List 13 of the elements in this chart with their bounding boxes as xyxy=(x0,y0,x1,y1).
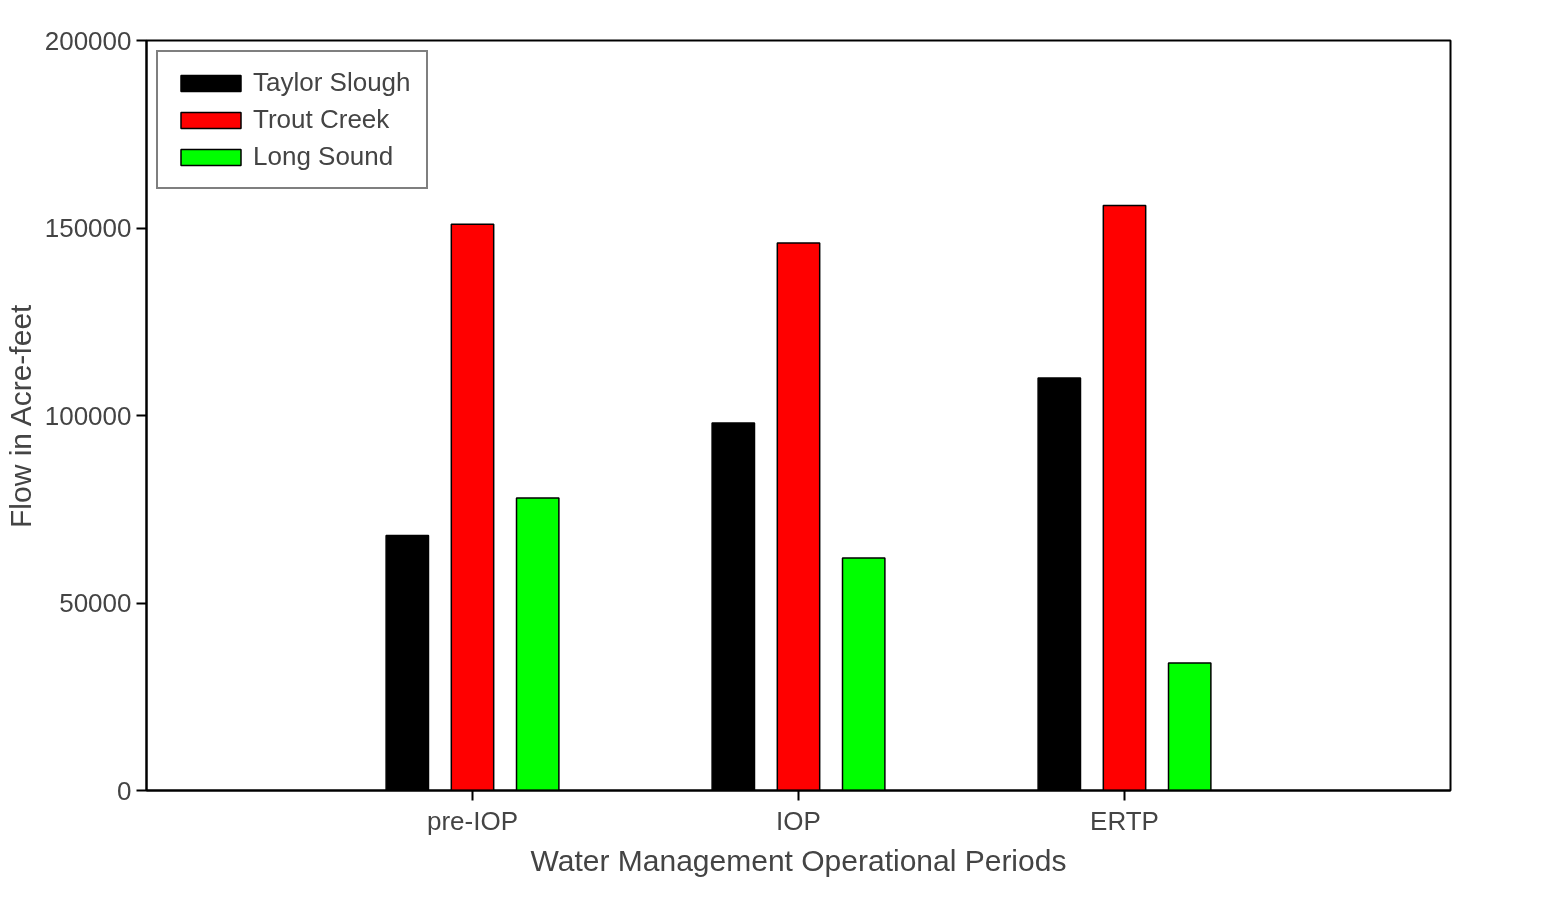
x-tick-label: pre-IOP xyxy=(426,805,519,836)
legend-label: Long Sound xyxy=(253,141,394,172)
x-tick-label: ERTP xyxy=(1090,805,1159,836)
x-axis-title: Water Management Operational Periods xyxy=(530,843,1067,877)
legend-label: Trout Creek xyxy=(253,104,390,135)
y-tick-label: 100000 xyxy=(44,400,132,431)
y-axis-title: Flow in Acre-feet xyxy=(3,303,37,529)
y-tick-label: 150000 xyxy=(44,213,132,243)
y-tick-label: 50000 xyxy=(59,588,132,618)
y-tick-label: 0 xyxy=(117,775,132,806)
y-tick-label: 200000 xyxy=(44,25,132,56)
legend-label: Taylor Slough xyxy=(253,67,411,98)
x-tick-label: IOP xyxy=(776,805,821,836)
